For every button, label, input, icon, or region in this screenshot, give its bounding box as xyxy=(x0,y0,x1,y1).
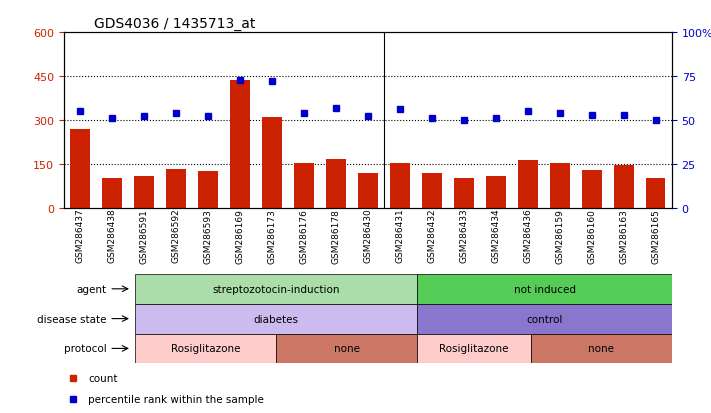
Bar xyxy=(417,334,530,363)
Bar xyxy=(166,170,186,208)
Bar xyxy=(614,166,634,208)
Text: none: none xyxy=(588,344,614,354)
Text: disease state: disease state xyxy=(37,314,107,324)
Text: GSM286437: GSM286437 xyxy=(75,208,85,263)
Text: GSM286173: GSM286173 xyxy=(267,208,277,263)
Bar xyxy=(518,161,538,208)
Bar xyxy=(134,304,417,334)
Text: GSM286436: GSM286436 xyxy=(523,208,533,263)
Bar xyxy=(390,164,410,208)
Text: GSM286591: GSM286591 xyxy=(139,208,149,263)
Text: GSM286431: GSM286431 xyxy=(395,208,405,263)
Text: none: none xyxy=(333,344,360,354)
Text: streptozotocin-induction: streptozotocin-induction xyxy=(213,284,340,294)
Text: GSM286438: GSM286438 xyxy=(107,208,117,263)
Text: GSM286159: GSM286159 xyxy=(555,208,565,263)
Text: GSM286165: GSM286165 xyxy=(651,208,661,263)
Text: Rosiglitazone: Rosiglitazone xyxy=(439,344,509,354)
Bar xyxy=(358,173,378,208)
Bar xyxy=(646,178,665,208)
Text: GSM286176: GSM286176 xyxy=(299,208,309,263)
Text: GSM286433: GSM286433 xyxy=(459,208,469,263)
Text: GSM286432: GSM286432 xyxy=(427,208,437,263)
Bar xyxy=(582,170,602,208)
Bar xyxy=(417,274,672,304)
Bar xyxy=(326,160,346,208)
Text: count: count xyxy=(88,373,118,383)
Bar xyxy=(134,177,154,208)
Text: GSM286593: GSM286593 xyxy=(203,208,213,263)
Bar xyxy=(550,164,570,208)
Text: GSM286434: GSM286434 xyxy=(491,208,501,263)
Text: GSM286160: GSM286160 xyxy=(587,208,597,263)
Text: GSM286163: GSM286163 xyxy=(619,208,629,263)
Text: diabetes: diabetes xyxy=(254,314,299,324)
Bar xyxy=(134,274,417,304)
Text: GSM286169: GSM286169 xyxy=(235,208,245,263)
Bar xyxy=(262,118,282,208)
Text: control: control xyxy=(526,314,563,324)
Bar xyxy=(134,334,276,363)
Text: protocol: protocol xyxy=(64,344,107,354)
Bar xyxy=(454,178,474,208)
Bar xyxy=(417,304,672,334)
Text: not induced: not induced xyxy=(513,284,576,294)
Bar xyxy=(422,174,442,208)
Bar xyxy=(530,334,672,363)
Text: percentile rank within the sample: percentile rank within the sample xyxy=(88,394,264,404)
Text: Rosiglitazone: Rosiglitazone xyxy=(171,344,240,354)
Bar xyxy=(486,177,506,208)
Text: GDS4036 / 1435713_at: GDS4036 / 1435713_at xyxy=(95,17,256,31)
Bar xyxy=(198,172,218,208)
Bar xyxy=(230,81,250,208)
Bar xyxy=(276,334,417,363)
Bar xyxy=(70,129,90,208)
Text: GSM286592: GSM286592 xyxy=(171,208,181,263)
Text: GSM286178: GSM286178 xyxy=(331,208,341,263)
Text: agent: agent xyxy=(76,284,107,294)
Bar xyxy=(294,164,314,208)
Text: GSM286430: GSM286430 xyxy=(363,208,373,263)
Bar xyxy=(102,178,122,208)
